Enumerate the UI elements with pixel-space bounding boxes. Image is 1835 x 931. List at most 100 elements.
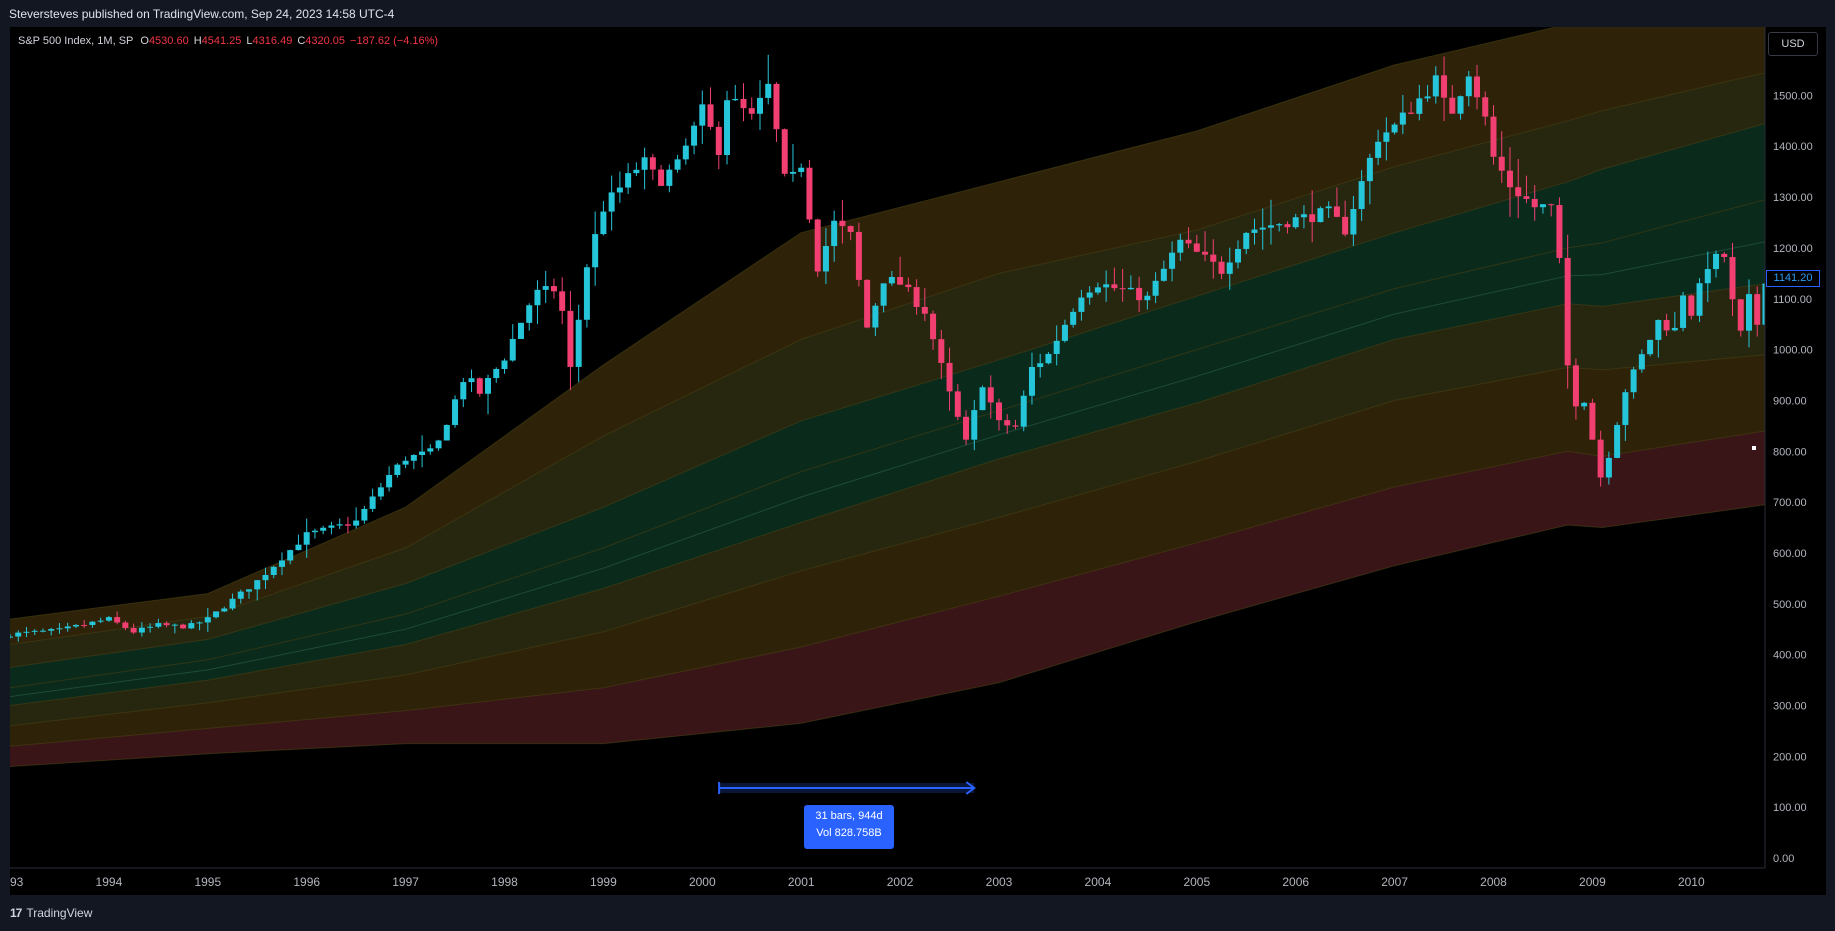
- x-tick-label: 2004: [1085, 875, 1112, 889]
- candle-up: [452, 399, 459, 425]
- y-tick-label: 600.00: [1773, 548, 1807, 560]
- candle-down: [1754, 294, 1761, 325]
- candle-up: [724, 100, 731, 155]
- candle-up: [1614, 424, 1621, 458]
- candle-down: [946, 362, 953, 392]
- candle-down: [1004, 420, 1011, 426]
- candle-down: [1515, 187, 1522, 197]
- candle-down: [740, 98, 747, 109]
- candle-down: [658, 169, 665, 186]
- x-tick-label: 1994: [96, 875, 123, 889]
- tradingview-logo-icon: 17: [10, 906, 22, 920]
- candle-down: [1531, 198, 1538, 208]
- candle-down: [913, 287, 920, 308]
- candle-up: [592, 234, 599, 268]
- candle-down: [1474, 76, 1481, 98]
- candle-up: [410, 454, 417, 461]
- candle-down: [847, 226, 854, 232]
- candle-down: [1482, 97, 1489, 117]
- x-tick-label: 1997: [392, 875, 419, 889]
- band-line: [10, 72, 1765, 645]
- candle-down: [806, 167, 813, 220]
- candle-up: [1226, 262, 1233, 274]
- band-fill: [10, 123, 1765, 688]
- candle-up: [39, 630, 46, 632]
- candle-down: [163, 623, 170, 626]
- candle-up: [10, 636, 13, 638]
- candle-down: [81, 624, 88, 626]
- candle-up: [369, 496, 376, 509]
- candle-down: [1342, 216, 1349, 235]
- tradingview-brand[interactable]: 17 TradingView: [10, 906, 92, 920]
- candle-down: [921, 307, 928, 314]
- candle-up: [1358, 181, 1365, 210]
- candle-down: [344, 524, 351, 526]
- candle-up: [1028, 367, 1035, 396]
- band-line: [10, 123, 1765, 668]
- candle-up: [1259, 227, 1266, 230]
- candle-up: [229, 598, 236, 609]
- candle-down: [1597, 439, 1604, 478]
- candle-up: [1713, 253, 1720, 270]
- candle-up: [1267, 225, 1274, 228]
- currency-button[interactable]: USD: [1768, 32, 1818, 56]
- measure-arrow-head: [965, 781, 976, 795]
- band-line: [10, 504, 1765, 767]
- candle-down: [1309, 214, 1316, 223]
- x-tick-label: 2009: [1579, 875, 1606, 889]
- candle-up: [468, 378, 475, 383]
- candle-up: [1671, 327, 1678, 331]
- candle-down: [1589, 402, 1596, 440]
- high-value: 4541.25: [201, 35, 242, 47]
- y-tick-label: 1100.00: [1773, 294, 1812, 306]
- last-price-value: 1141.20: [1773, 272, 1813, 284]
- candle-up: [1127, 287, 1134, 290]
- candle-down: [748, 108, 755, 114]
- y-tick-label: 500.00: [1773, 599, 1807, 611]
- candle-up: [213, 611, 220, 618]
- candle-down: [1688, 295, 1695, 316]
- candle-down: [773, 83, 780, 130]
- candle-down: [122, 622, 129, 628]
- candle-up: [1037, 363, 1044, 368]
- candle-up: [204, 617, 211, 623]
- candle-down: [963, 416, 970, 440]
- candle-up: [1300, 214, 1307, 218]
- candle-up: [1762, 283, 1765, 325]
- open-value: 4530.60: [148, 35, 189, 47]
- candle-up: [1465, 76, 1472, 97]
- candle-up: [1160, 268, 1167, 281]
- brand-name: TradingView: [26, 906, 93, 920]
- measure-tooltip[interactable]: 31 bars, 944d Vol 828.758B: [804, 805, 894, 849]
- candle-up: [1655, 320, 1662, 340]
- open-label: O: [140, 35, 149, 47]
- band-fill: [10, 283, 1765, 726]
- candle-up: [89, 621, 96, 625]
- low-label: L: [246, 35, 253, 47]
- band-fill: [10, 27, 1765, 645]
- candle-down: [781, 129, 788, 174]
- band-line: [10, 283, 1765, 706]
- candle-up: [188, 623, 195, 629]
- band-fill: [10, 199, 1765, 706]
- x-tick-label: 2002: [887, 875, 914, 889]
- candle-up: [1061, 324, 1068, 341]
- candle-up: [262, 574, 269, 581]
- candle-up: [888, 277, 895, 284]
- candle-down: [1506, 170, 1513, 188]
- candle-up: [822, 246, 829, 272]
- candle-up: [1045, 353, 1052, 364]
- candle-up: [1745, 294, 1752, 331]
- candle-up: [1399, 112, 1406, 125]
- price-chart[interactable]: 0.00 100.00 200.00 300.00 400.00 500.00 600.00…: [0, 0, 1835, 895]
- x-tick-label: 2010: [1678, 875, 1705, 889]
- candle-up: [765, 83, 772, 98]
- candle-up: [641, 157, 648, 170]
- symbol-label: S&P 500 Index, 1M, SP: [18, 35, 134, 47]
- candle-up: [493, 369, 500, 379]
- candle-up: [1539, 204, 1546, 208]
- candle-down: [1012, 425, 1019, 427]
- y-tick-label: 1400.00: [1773, 141, 1813, 153]
- candle-up: [64, 626, 71, 629]
- candle-up: [575, 319, 582, 367]
